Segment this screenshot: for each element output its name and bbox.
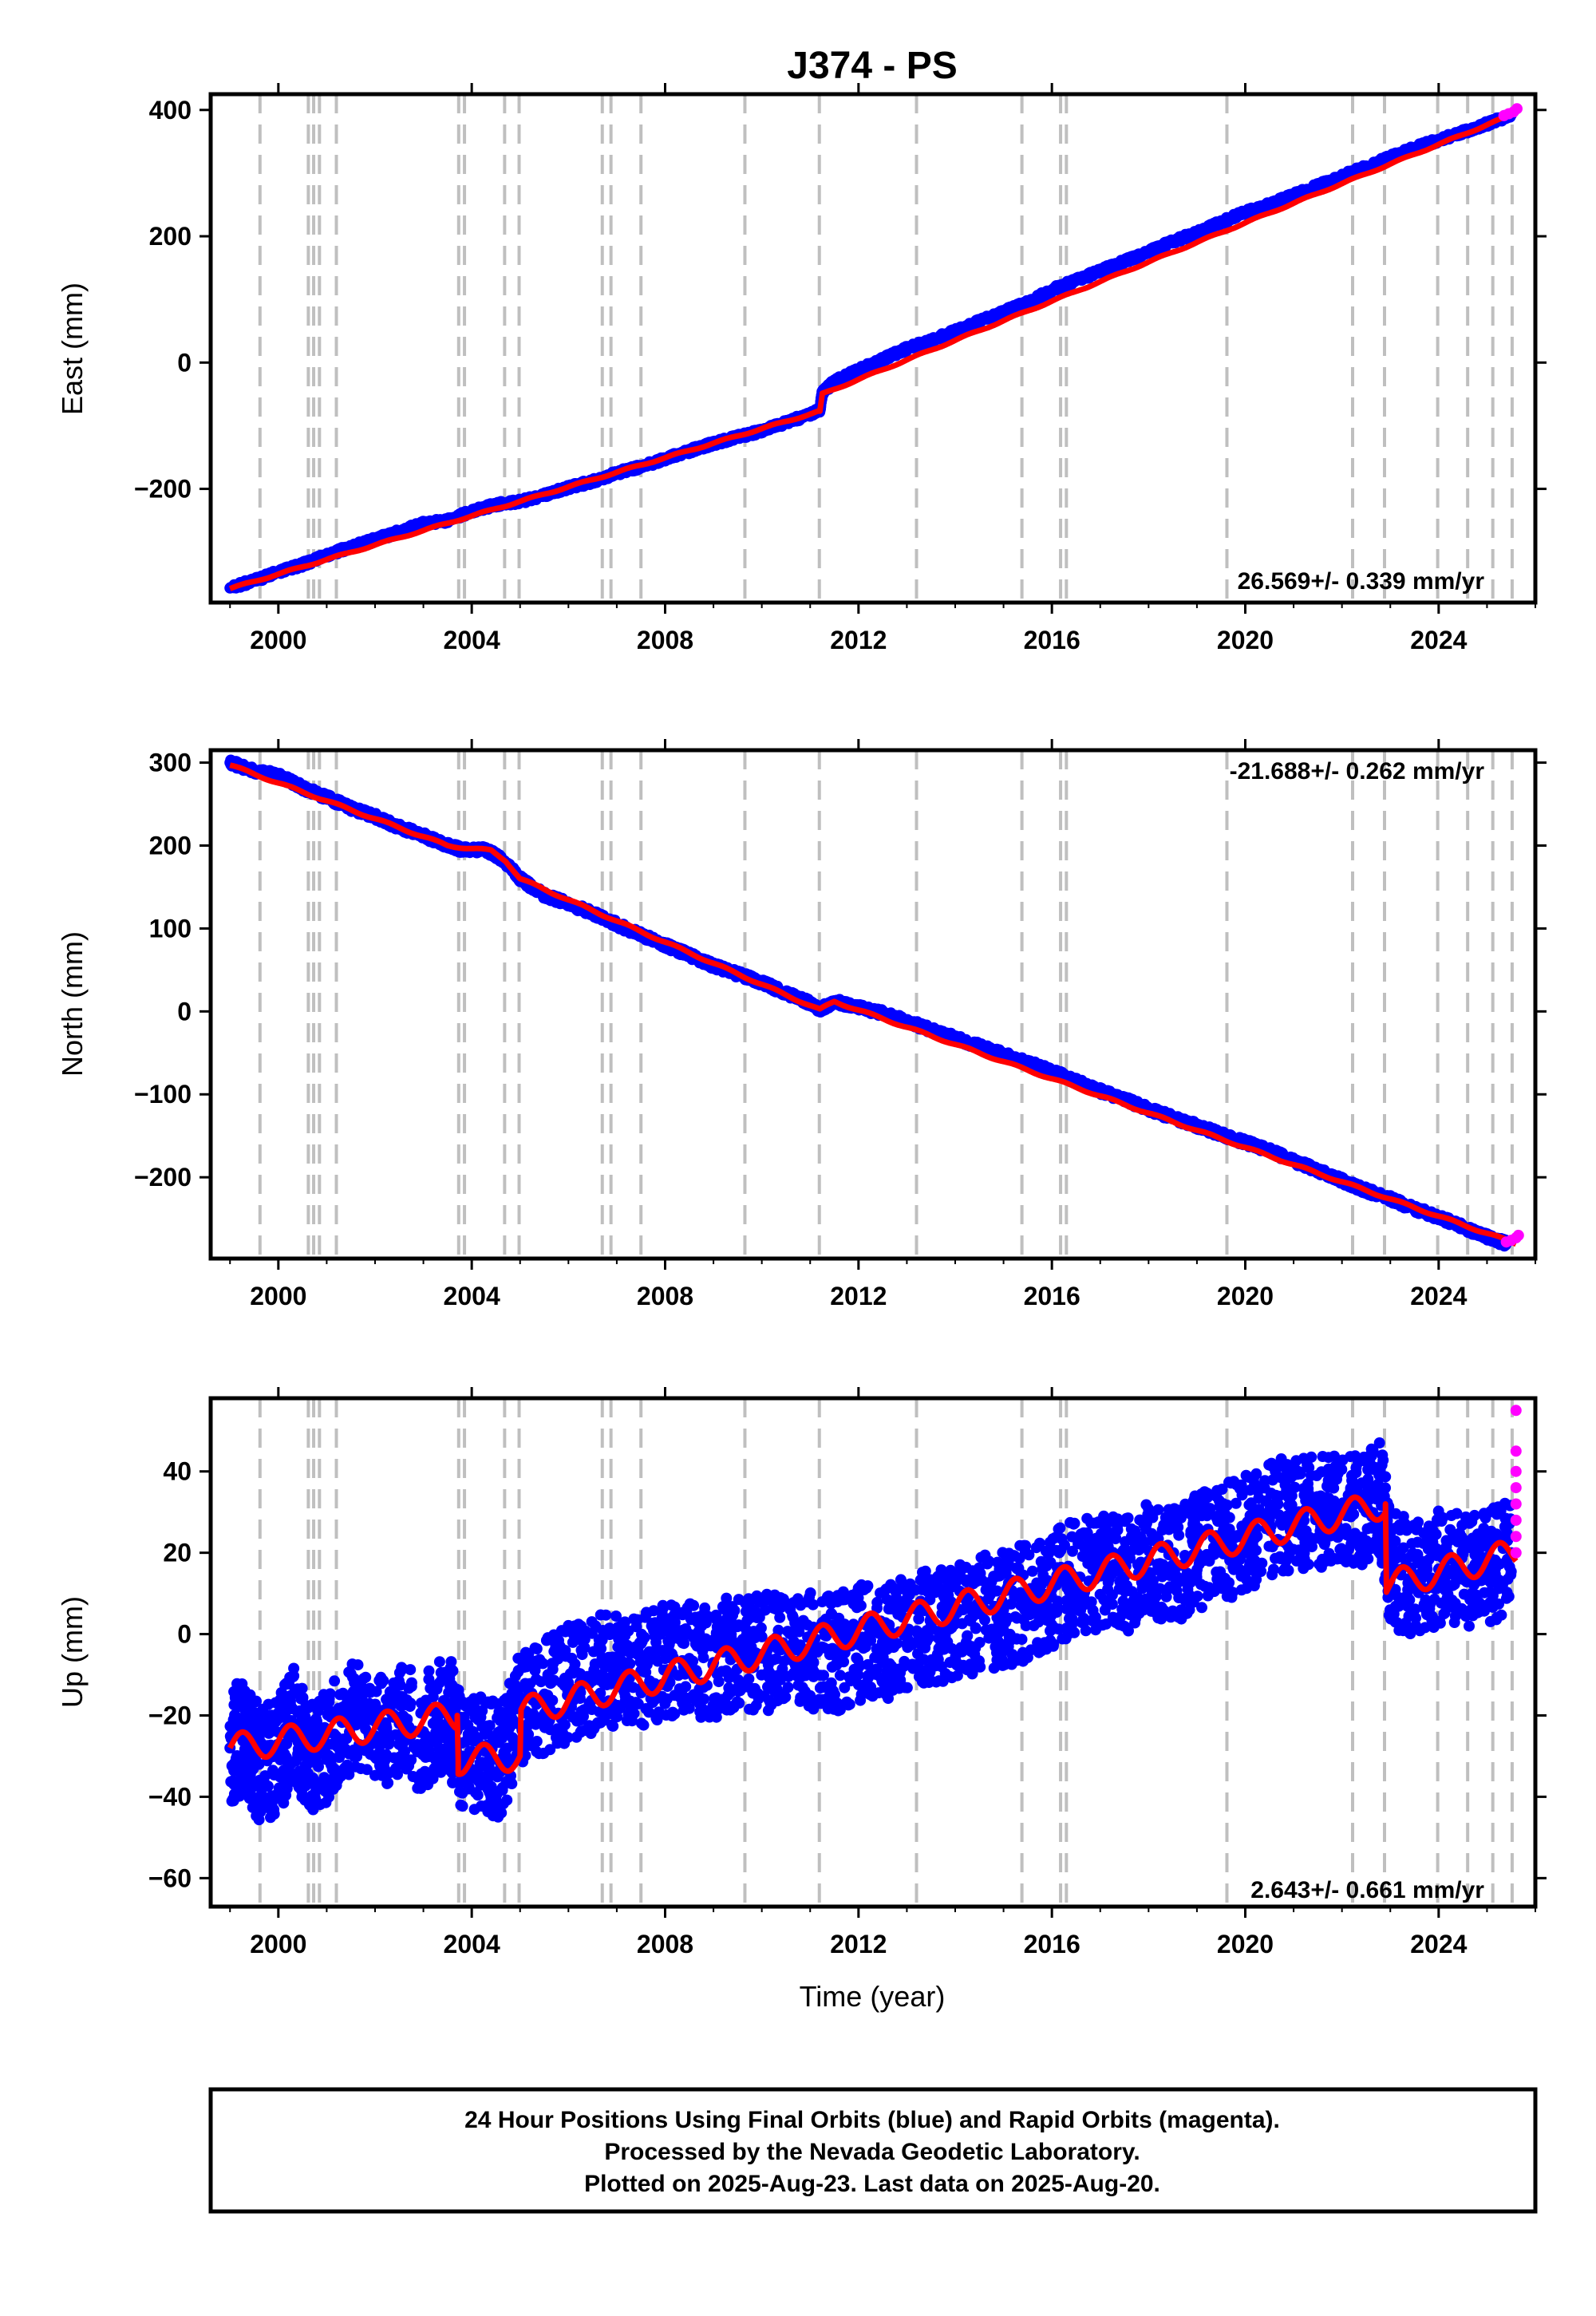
east-final-point — [1270, 196, 1282, 207]
figure-title: J374 - PS — [787, 45, 957, 87]
north-y-tick-label: −200 — [134, 1163, 192, 1192]
north-x-tick-label: 2012 — [830, 1282, 887, 1310]
east-final-point — [1036, 287, 1048, 298]
east-y-axis-label: East (mm) — [56, 283, 89, 415]
north-y-axis-label: North (mm) — [56, 931, 89, 1077]
north-final-point — [908, 1016, 920, 1028]
east-y-tick-label: 0 — [177, 348, 192, 377]
east-x-tick-label: 2008 — [637, 626, 693, 654]
east-final-point — [1325, 174, 1337, 186]
north-x-tick-label: 2008 — [637, 1282, 693, 1310]
north-final-point — [928, 1022, 940, 1034]
east-y-tick-label: 200 — [149, 222, 192, 251]
east-final-point — [1252, 203, 1264, 215]
up-final-point — [258, 1776, 270, 1788]
east-y-tick-label: −200 — [134, 475, 192, 504]
east-final-point — [1022, 296, 1034, 308]
east-final-point — [1155, 241, 1167, 253]
east-x-tick-label: 2004 — [444, 626, 500, 654]
up-final-point — [254, 1725, 266, 1737]
up-final-point — [253, 1814, 265, 1826]
north-final-point — [1070, 1073, 1082, 1085]
east-final-point — [1146, 243, 1157, 255]
up-final-point — [227, 1793, 239, 1805]
up-final-point — [276, 1784, 288, 1796]
up-final-point — [257, 1703, 269, 1715]
north-final-point — [937, 1026, 949, 1037]
east-final-point — [1369, 156, 1381, 168]
up-final-point — [243, 1777, 254, 1788]
north-x-tick-label: 2016 — [1024, 1282, 1080, 1310]
north-final-point — [1056, 1067, 1068, 1079]
east-final-point — [396, 525, 407, 537]
up-final-point — [263, 1717, 275, 1729]
north-final-point — [571, 904, 583, 915]
up-final-point — [229, 1709, 241, 1721]
east-final-point — [1195, 227, 1206, 239]
east-rapid-point — [1511, 103, 1523, 115]
north-y-tick-label: 300 — [149, 749, 192, 777]
up-final-point — [265, 1812, 276, 1824]
north-y-tick-label: 200 — [149, 832, 192, 860]
north-y-tick-label: 100 — [149, 914, 192, 943]
north-rate-label: -21.688+/- 0.262 mm/yr — [1230, 758, 1485, 785]
east-final-point — [1072, 273, 1083, 285]
east-final-point — [855, 362, 867, 373]
up-final-point — [229, 1692, 241, 1703]
up-final-point — [254, 1799, 266, 1811]
up-data-layer — [224, 1398, 1522, 1907]
east-panel: 2000 2004 2008 2012 2016 2020 2024 −200 0 200 400 E… — [56, 83, 1547, 654]
north-final-point — [287, 774, 299, 786]
east-final-point — [891, 346, 902, 358]
east-x-tick-label: 2020 — [1217, 626, 1274, 654]
east-final-point — [974, 317, 986, 328]
east-final-point — [1169, 235, 1181, 247]
north-x-tick-label: 2024 — [1410, 1282, 1467, 1310]
east-x-tick-label: 2012 — [830, 626, 887, 654]
east-final-point — [879, 352, 891, 364]
north-rapid-point — [1512, 1229, 1524, 1241]
east-y-tick-label: 400 — [149, 96, 192, 124]
north-final-point — [1037, 1061, 1049, 1073]
east-final-point — [863, 358, 875, 370]
up-final-point — [247, 1697, 259, 1709]
up-final-point — [239, 1686, 251, 1697]
up-final-point — [228, 1778, 240, 1790]
north-x-tick-label: 2000 — [250, 1282, 306, 1310]
east-final-point — [1002, 303, 1014, 315]
up-final-point — [224, 1721, 236, 1732]
east-plot-frame — [208, 92, 1538, 605]
east-final-point — [931, 333, 943, 345]
up-final-point — [266, 1800, 278, 1812]
east-x-tick-label: 2016 — [1024, 626, 1080, 654]
east-final-point — [1127, 251, 1139, 263]
up-final-point — [243, 1792, 255, 1804]
north-y-tick-label: −100 — [134, 1080, 192, 1109]
north-final-point — [540, 893, 552, 904]
north-x-tick-label: 2020 — [1217, 1282, 1274, 1310]
east-x-tick-label: 2024 — [1410, 626, 1467, 654]
north-panel: 2000 2004 2008 2012 2016 2020 2024 −200 −100 0 100… — [56, 739, 1547, 1310]
east-model-line — [228, 110, 1518, 591]
north-final-point — [1024, 1055, 1036, 1067]
east-final-point — [950, 325, 962, 337]
north-final-point — [975, 1038, 987, 1050]
east-final-point — [912, 341, 923, 353]
north-x-tick-label: 2004 — [444, 1282, 500, 1310]
north-data-layer — [224, 750, 1524, 1259]
east-final-point — [1297, 185, 1309, 197]
up-panel: 2000 2004 2008 2012 2016 2020 2024−60−40−20020… — [56, 1387, 1547, 2013]
north-y-tick-label: 0 — [177, 997, 192, 1026]
east-final-point — [1227, 210, 1239, 222]
east-rate-label: 26.569+/- 0.339 mm/yr — [1238, 568, 1485, 595]
east-x-tick-label: 2000 — [250, 626, 306, 654]
up-final-point — [226, 1760, 238, 1772]
east-data-layer — [224, 94, 1523, 603]
north-final-point — [985, 1044, 997, 1056]
